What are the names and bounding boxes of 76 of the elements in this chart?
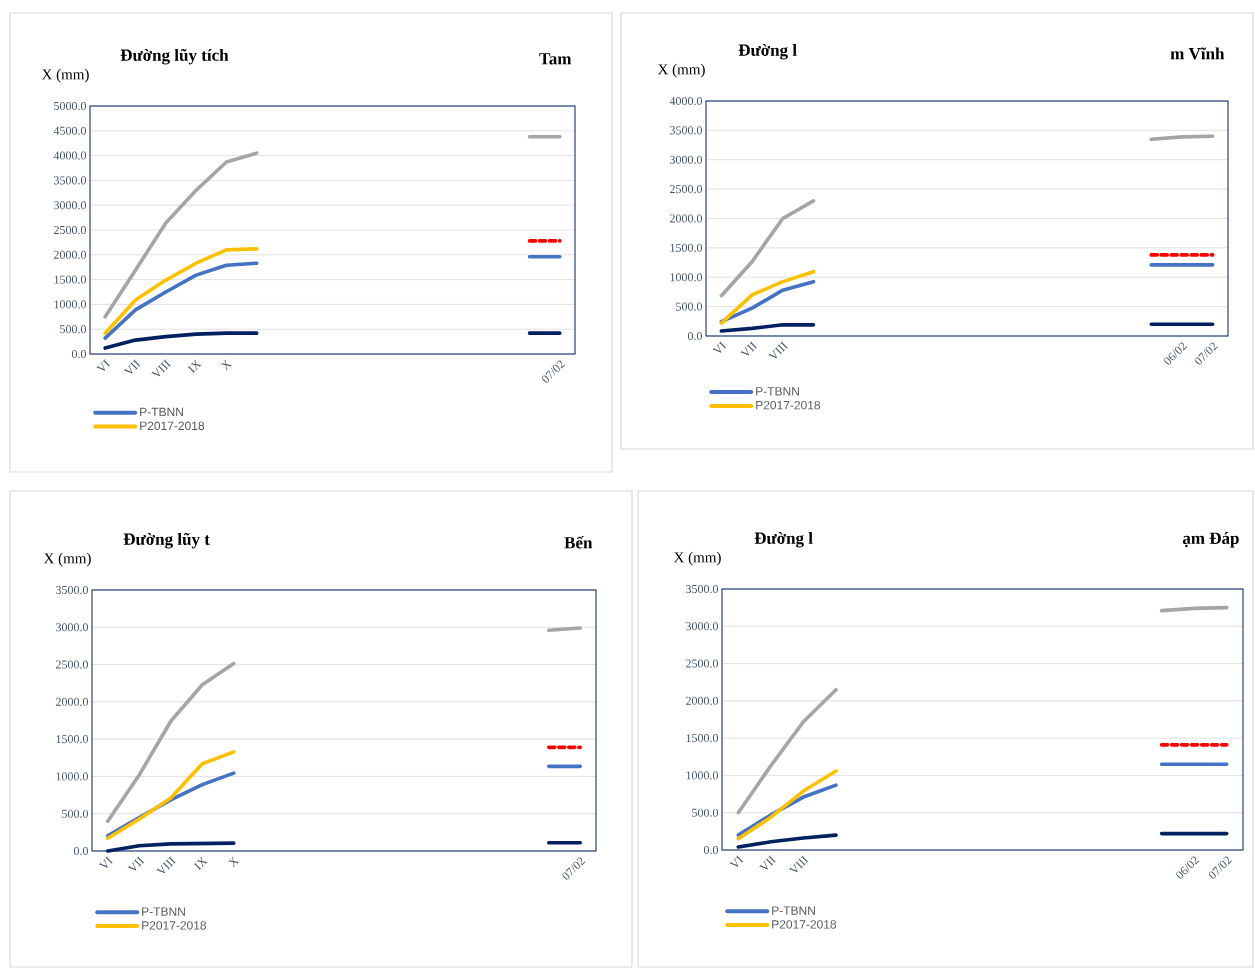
chart-title: Đường lũy t bbox=[123, 532, 210, 549]
y-tick-label: 500.0 bbox=[60, 325, 86, 334]
y-tick-label: 1500.0 bbox=[686, 734, 719, 743]
line-series bbox=[105, 750, 236, 841]
chart-title: Đường l bbox=[754, 531, 813, 548]
line-series bbox=[719, 269, 816, 325]
x-tick-label: VI bbox=[712, 341, 727, 353]
y-tick-label: 2500.0 bbox=[54, 225, 86, 235]
legend-label: P2017-2018 bbox=[756, 400, 821, 410]
y-tick-label: 3000.0 bbox=[54, 201, 86, 210]
y-tick-label: 2000.0 bbox=[56, 697, 88, 706]
x-tick-label: X bbox=[220, 359, 232, 371]
legend-label: P-TBNN bbox=[756, 387, 799, 396]
y-tick-label: 1000.0 bbox=[54, 300, 86, 309]
y-tick-label: 3500.0 bbox=[56, 585, 88, 595]
y-tick-label: 3000.0 bbox=[670, 155, 703, 164]
text: Tam bbox=[539, 53, 572, 65]
x-tick-label: VII bbox=[123, 359, 141, 374]
y-tick-label: 4000.0 bbox=[669, 96, 703, 106]
y-tick-label: 500.0 bbox=[676, 302, 703, 311]
y-tick-label: 500.0 bbox=[62, 809, 88, 818]
y-tick-label: 2000.0 bbox=[54, 250, 86, 259]
y-tick-label: 1000.0 bbox=[56, 772, 88, 781]
y-tick-label: 1500.0 bbox=[54, 275, 86, 284]
x-tick-label: IX bbox=[187, 359, 202, 374]
y-tick-label: 500.0 bbox=[692, 808, 719, 817]
legend-label: P2017-2018 bbox=[142, 921, 207, 930]
x-tick-label: VI bbox=[98, 856, 113, 868]
x-tick-label: VII bbox=[127, 856, 145, 871]
legend-label: P-TBNN bbox=[140, 407, 183, 417]
y-tick-label: 0.0 bbox=[703, 845, 719, 855]
text: ạm Đáp bbox=[1182, 532, 1239, 548]
y-tick-label: 1000.0 bbox=[686, 771, 719, 780]
x-tick-label: VI bbox=[729, 855, 744, 867]
x-tick-label: VII bbox=[759, 855, 777, 870]
y-tick-label: 0.0 bbox=[71, 349, 86, 359]
x-tick-label: VIII bbox=[768, 341, 789, 359]
y-tick-label: 2500.0 bbox=[670, 185, 703, 194]
y-tick-label: 3500.0 bbox=[54, 176, 86, 185]
text: Bến bbox=[564, 535, 593, 549]
y-tick-label: 0.0 bbox=[687, 331, 703, 341]
legend-label: P2017-2018 bbox=[140, 421, 205, 431]
y-tick-label: 3000.0 bbox=[56, 623, 88, 632]
x-tick-label: VIII bbox=[151, 359, 172, 377]
chart-title: Đường lũy tích bbox=[120, 48, 229, 65]
y-tick-label: 5000.0 bbox=[54, 101, 86, 111]
y-tick-label: 4500.0 bbox=[53, 126, 86, 135]
legend-label: P2017-2018 bbox=[772, 920, 837, 929]
x-tick-label: IX bbox=[193, 856, 208, 871]
y-axis-title: X (mm) bbox=[657, 63, 705, 78]
y-tick-label: 3000.0 bbox=[686, 622, 719, 631]
y-tick-label: 1000.0 bbox=[670, 273, 703, 282]
y-tick-label: 1500.0 bbox=[670, 243, 703, 252]
x-tick-label: VII bbox=[740, 341, 758, 356]
y-tick-label: 2000.0 bbox=[670, 214, 703, 223]
chart-title: Đường l bbox=[738, 43, 797, 60]
y-tick-label: 3500.0 bbox=[670, 126, 703, 135]
y-tick-label: 4000.0 bbox=[53, 151, 86, 160]
y-axis-title: X (mm) bbox=[43, 552, 91, 567]
y-tick-label: 2000.0 bbox=[686, 696, 719, 705]
y-axis-title: X (mm) bbox=[41, 68, 89, 83]
y-tick-label: 2500.0 bbox=[686, 659, 719, 668]
y-tick-label: 3500.0 bbox=[686, 584, 719, 594]
line-series bbox=[103, 247, 259, 335]
x-tick-label: X bbox=[228, 856, 240, 868]
y-axis-title: X (mm) bbox=[673, 551, 721, 566]
x-tick-label: VIII bbox=[156, 856, 177, 874]
x-tick-label: VI bbox=[96, 359, 111, 371]
line-series bbox=[736, 769, 838, 841]
legend-label: P-TBNN bbox=[772, 906, 815, 915]
y-tick-label: 2500.0 bbox=[56, 660, 88, 669]
legend-label: P-TBNN bbox=[142, 907, 185, 916]
text: m Vĩnh bbox=[1170, 47, 1225, 60]
y-tick-label: 1500.0 bbox=[56, 735, 88, 744]
y-tick-label: 0.0 bbox=[73, 846, 88, 856]
x-tick-label: VIII bbox=[788, 855, 809, 873]
